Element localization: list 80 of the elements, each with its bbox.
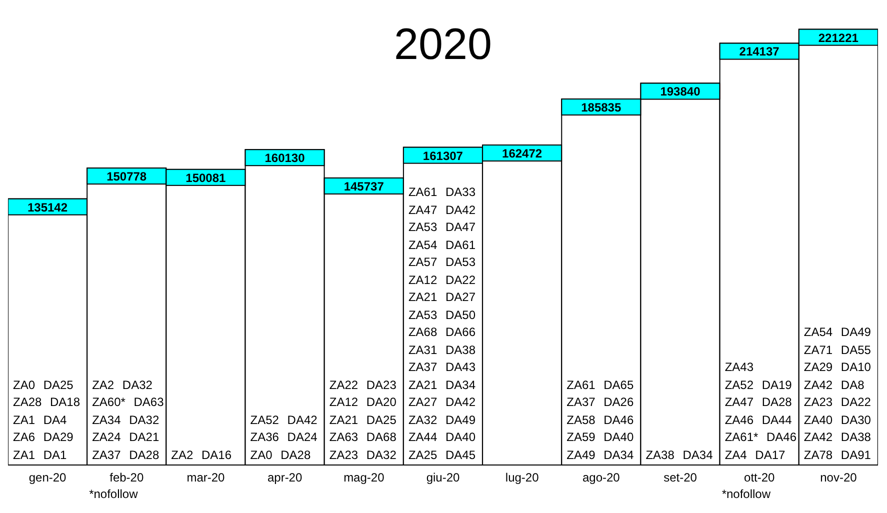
annotation: ZA61 DA65 xyxy=(566,376,635,394)
annotation: ZA57 DA53 xyxy=(407,254,476,271)
data-label: 150778 xyxy=(106,170,147,184)
x-tick-label: lug-20 xyxy=(505,470,540,485)
annotation: ZA23 DA22 xyxy=(802,394,872,411)
annotation: ZA0 DA28 xyxy=(249,446,312,464)
data-label: 185835 xyxy=(581,100,622,114)
annotation: ZA43 xyxy=(724,359,754,376)
annotation: ZA21 DA25 xyxy=(328,412,398,428)
annotation: ZA23 DA32 xyxy=(328,446,398,464)
data-label: 193840 xyxy=(660,84,701,99)
annotation: ZA37 DA43 xyxy=(407,359,476,376)
text: *nofollow xyxy=(89,487,138,501)
data-label: 145737 xyxy=(344,179,384,194)
annotation: ZA27 DA42 xyxy=(407,394,476,411)
x-tick-label: giu-20 xyxy=(426,470,460,485)
annotation: ZA12 DA20 xyxy=(328,394,398,411)
annotation: ZA42 DA8 xyxy=(802,376,866,394)
data-label: 160130 xyxy=(264,151,306,166)
annotation: ZA61 DA33 xyxy=(407,184,476,201)
annotation: ZA54 DA49 xyxy=(802,324,872,341)
x-tick-label: ago-20 xyxy=(582,470,620,485)
annotation: ZA6 DA29 xyxy=(12,429,74,446)
x-tick-label: ott-20 xyxy=(744,470,776,485)
annotation: ZA1 DA1 xyxy=(12,446,68,464)
data-label: 150081 xyxy=(186,170,226,185)
annotation: ZA32 DA49 xyxy=(407,412,476,428)
data-label: 161307 xyxy=(422,148,464,163)
data-label: 221221 xyxy=(818,30,859,45)
data-label: 135142 xyxy=(27,200,68,214)
x-tick-label: mar-20 xyxy=(186,470,226,485)
annotation: ZA47 DA42 xyxy=(407,202,476,218)
annotation: ZA2 DA32 xyxy=(91,376,154,394)
annotation: ZA31 DA38 xyxy=(407,342,476,358)
annotation: ZA34 DA32 xyxy=(91,412,160,428)
data-label: 162472 xyxy=(502,146,542,160)
annotation: ZA22 DA23 xyxy=(328,376,398,394)
x-tick-label: apr-20 xyxy=(267,470,302,485)
x-tick-label: mag-20 xyxy=(344,470,385,485)
annotation: ZA68 DA66 xyxy=(407,324,476,341)
chart-title: 2020 xyxy=(394,20,492,69)
annotation: ZA59 DA40 xyxy=(566,429,635,446)
annotation: ZA49 DA34 xyxy=(566,446,635,464)
annotation: ZA58 DA46 xyxy=(566,412,635,428)
annotation: ZA28 DA18 xyxy=(12,394,82,411)
annotation: ZA42 DA38 xyxy=(802,429,872,446)
annotation: ZA4 DA17 xyxy=(724,446,786,464)
annotation: ZA37 DA28 xyxy=(91,446,160,464)
annotation: ZA21 DA34 xyxy=(407,376,476,394)
annotation: ZA71 DA55 xyxy=(802,342,872,358)
annotation: ZA63 DA68 xyxy=(328,429,398,446)
x-tick-label: gen-20 xyxy=(28,470,67,485)
annotation: ZA24 DA21 xyxy=(91,429,160,446)
x-tick-label: set-20 xyxy=(664,470,698,485)
annotation: ZA78 DA91 xyxy=(802,446,872,464)
data-label: 214137 xyxy=(739,44,780,59)
annotation: ZA52 DA42 xyxy=(249,412,318,428)
annotation: ZA0 DA25 xyxy=(12,376,74,394)
annotation: ZA47 DA28 xyxy=(724,394,793,411)
annotation: ZA44 DA40 xyxy=(407,429,476,446)
x-tick-label: nov-20 xyxy=(820,470,858,485)
annotation: ZA29 DA10 xyxy=(802,359,872,376)
annotation: ZA21 DA27 xyxy=(407,289,476,306)
annotation: ZA53 DA50 xyxy=(407,306,476,324)
x-tick-label: feb-20 xyxy=(110,470,144,485)
annotation: ZA25 DA45 xyxy=(407,446,476,464)
text: *nofollow xyxy=(722,487,771,501)
annotation: ZA46 DA44 xyxy=(724,412,793,428)
annotation: ZA60* DA63 xyxy=(91,394,165,411)
annotation: ZA37 DA26 xyxy=(566,394,635,411)
annotation: ZA36 DA24 xyxy=(249,429,318,446)
annotation: ZA61* DA46 xyxy=(724,429,798,446)
annotation: ZA54 DA61 xyxy=(407,236,476,254)
annotation: ZA1 DA4 xyxy=(12,412,68,428)
annotation: ZA53 DA47 xyxy=(407,219,476,236)
annotation: ZA2 DA16 xyxy=(170,446,233,464)
annotation: ZA40 DA30 xyxy=(802,412,872,428)
annotation: ZA12 DA22 xyxy=(407,272,476,288)
annotation: ZA38 DA34 xyxy=(644,446,714,464)
annotation: ZA52 DA19 xyxy=(724,376,793,394)
